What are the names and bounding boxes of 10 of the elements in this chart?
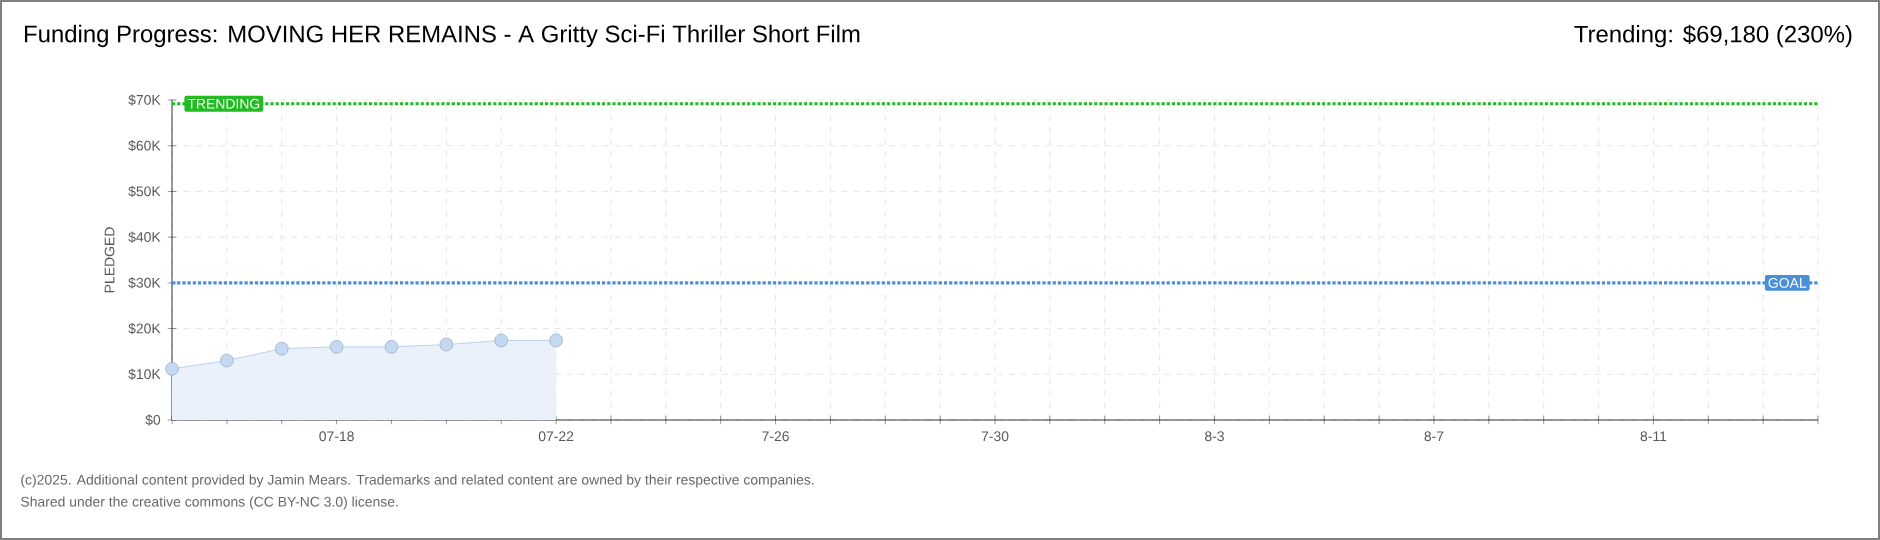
point xyxy=(220,353,234,368)
chart-title: Funding Progress: MOVING HER REMAINS - A Gritty Sci-Fi Thriller Short Film xyxy=(25,24,860,48)
point xyxy=(329,340,344,354)
chart-subtitle: Trending: $69,180 (230%) xyxy=(1574,24,1852,48)
point xyxy=(494,333,508,348)
point xyxy=(274,341,289,356)
point xyxy=(165,362,179,376)
point xyxy=(384,340,399,354)
point xyxy=(439,337,454,352)
point xyxy=(549,333,563,348)
